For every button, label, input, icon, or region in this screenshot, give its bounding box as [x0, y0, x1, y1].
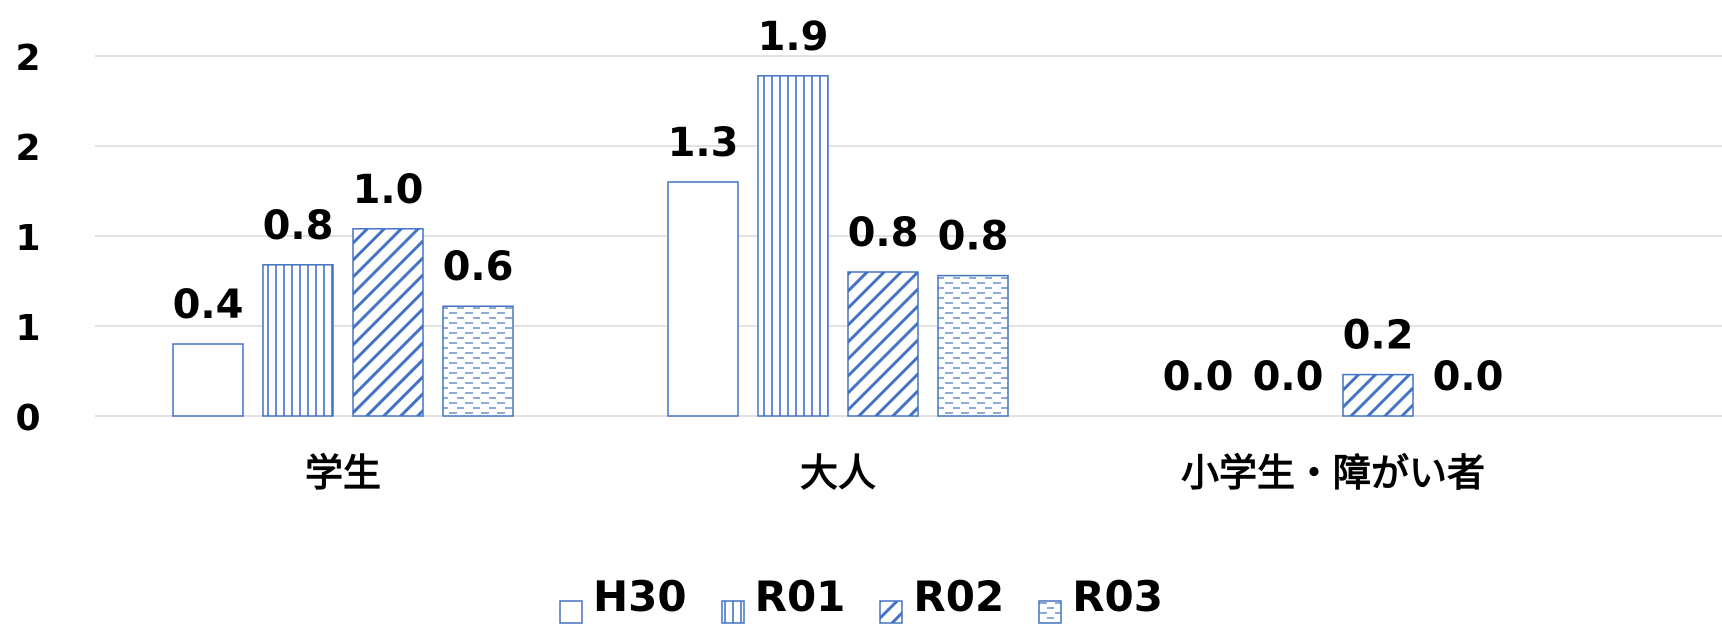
legend-swatch-r02 [879, 585, 904, 624]
data-label-h30-1: 1.3 [668, 120, 739, 166]
bar-h30-0 [172, 343, 244, 417]
chart-legend: H30 R01 R02 R03 [0, 572, 1722, 624]
data-label-h30-2: 0.0 [1163, 354, 1234, 400]
data-label-r03-1: 0.8 [938, 214, 1009, 260]
bar-r03-1 [937, 274, 1009, 417]
category-label: 大人 [800, 451, 876, 495]
data-label-r02-1: 0.8 [848, 210, 919, 256]
legend-label-r01: R01 [754, 572, 846, 621]
legend-label-r03: R03 [1072, 572, 1163, 621]
y-tick-label: 2 [15, 128, 40, 169]
bar-h30-1 [667, 181, 739, 417]
data-label-r03-0: 0.6 [443, 244, 514, 290]
bar-r03-0 [442, 305, 514, 417]
data-label-h30-0: 0.4 [173, 282, 244, 328]
bar-r01-0 [262, 264, 334, 417]
data-label-r03-2: 0.0 [1433, 354, 1504, 400]
legend-item-r02: R02 [879, 572, 1005, 624]
legend-item-r03: R03 [1038, 572, 1163, 624]
data-label-r02-2: 0.2 [1343, 313, 1414, 359]
bar-r01-1 [757, 75, 829, 417]
data-label-r01-0: 0.8 [263, 203, 334, 249]
category-label: 学生 [305, 451, 381, 495]
legend-swatch-h30 [559, 585, 583, 624]
bar-r02-0 [352, 228, 424, 417]
y-tick-label: 1 [15, 218, 40, 259]
data-label-r01-2: 0.0 [1253, 354, 1324, 400]
bar-r02-2 [1342, 373, 1414, 417]
legend-label-r02: R02 [913, 572, 1005, 621]
category-label: 小学生・障がい者 [1181, 451, 1485, 495]
legend-item-h30: H30 [559, 572, 687, 624]
data-label-r01-1: 1.9 [758, 14, 829, 60]
data-label-r02-0: 1.0 [353, 167, 424, 213]
legend-label-h30: H30 [593, 572, 687, 621]
y-tick-label: 2 [15, 38, 40, 79]
y-tick-label: 1 [15, 308, 40, 349]
legend-item-r01: R01 [720, 572, 846, 624]
legend-swatch-r01 [720, 585, 745, 624]
bar-r02-1 [847, 271, 919, 417]
legend-swatch-r03 [1038, 585, 1062, 624]
y-tick-label: 0 [15, 398, 40, 439]
